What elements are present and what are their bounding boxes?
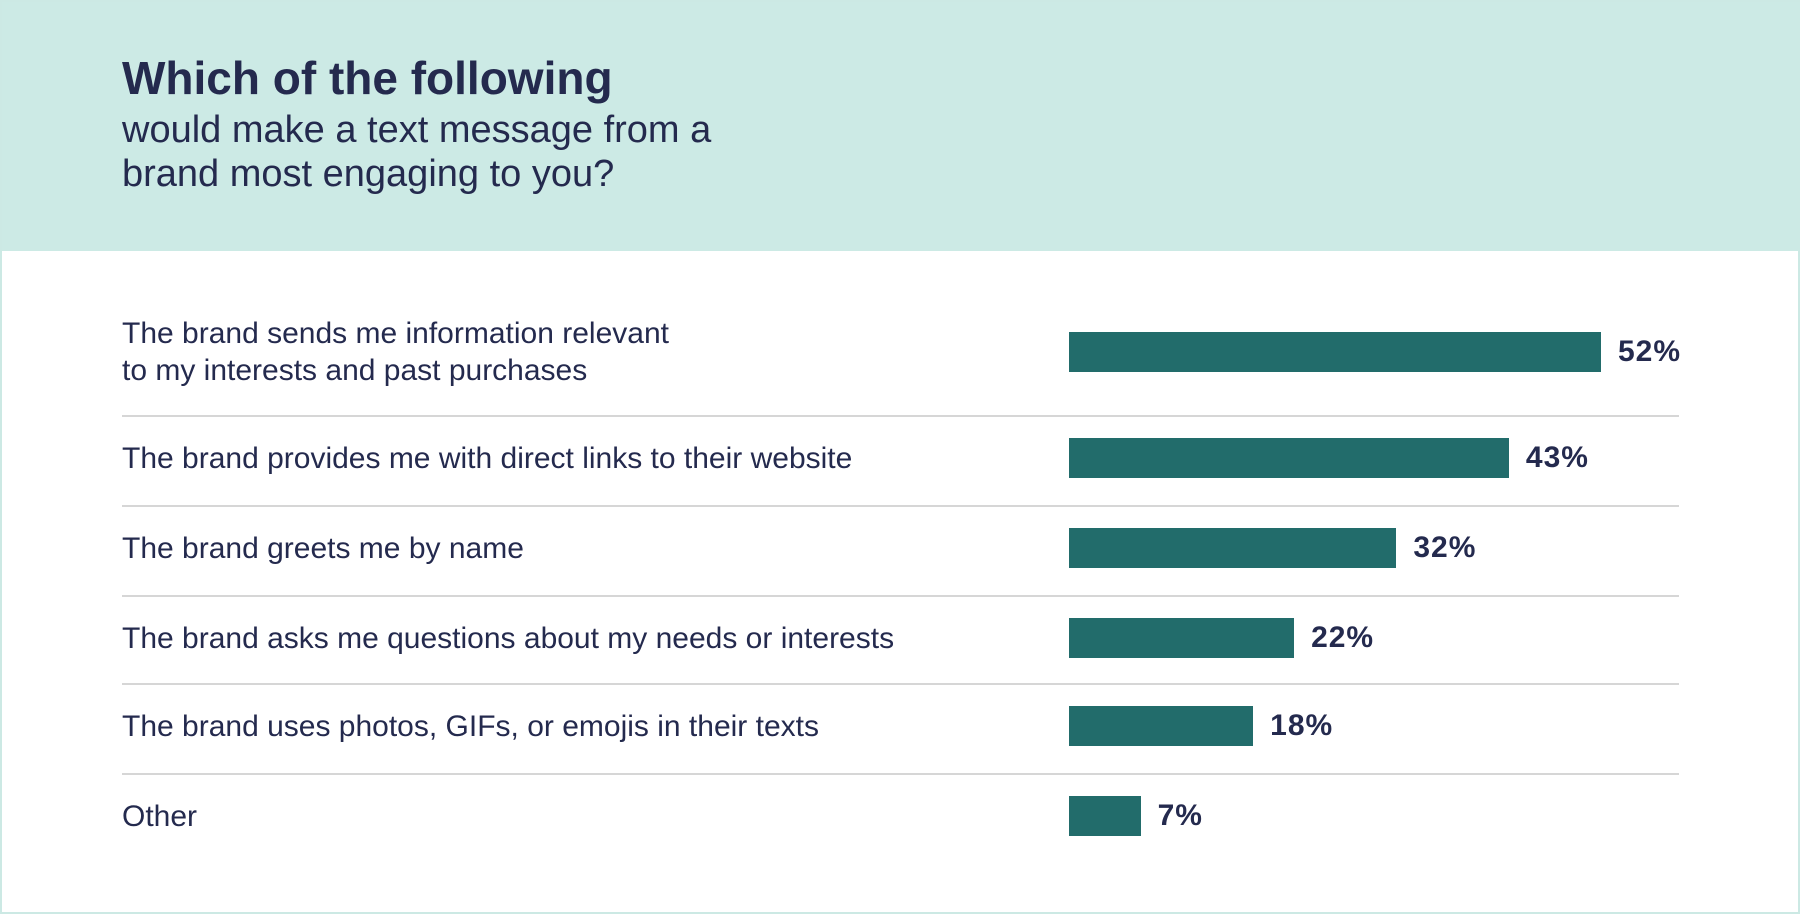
value-label: 43% <box>1525 441 1589 474</box>
row-divider <box>122 505 1679 507</box>
category-label: The brand provides me with direct links … <box>122 441 853 475</box>
bar <box>1069 528 1397 568</box>
row-divider <box>122 683 1679 685</box>
bar <box>1069 706 1254 746</box>
bar <box>1069 332 1601 372</box>
row-divider <box>122 773 1679 775</box>
bar <box>1069 618 1295 658</box>
row-divider <box>122 595 1679 597</box>
value-label: 32% <box>1413 531 1477 564</box>
category-label: Other <box>122 799 198 833</box>
chart-subtitle: would make a text message from a brand m… <box>122 109 712 195</box>
value-label: 22% <box>1311 621 1375 654</box>
value-label: 18% <box>1270 709 1334 742</box>
chart-title: Which of the following <box>122 52 613 104</box>
category-label: The brand sends me information relevant … <box>122 317 669 387</box>
category-label: The brand uses photos, GIFs, or emojis i… <box>122 709 819 743</box>
category-label: The brand asks me questions about my nee… <box>122 621 895 655</box>
category-label: The brand greets me by name <box>122 531 524 565</box>
value-label: 7% <box>1157 799 1203 832</box>
bar <box>1069 438 1509 478</box>
row-divider <box>122 415 1679 417</box>
bar <box>1069 796 1141 836</box>
chart-header: Which of the following would make a text… <box>2 2 1800 251</box>
value-label: 52% <box>1618 335 1682 368</box>
